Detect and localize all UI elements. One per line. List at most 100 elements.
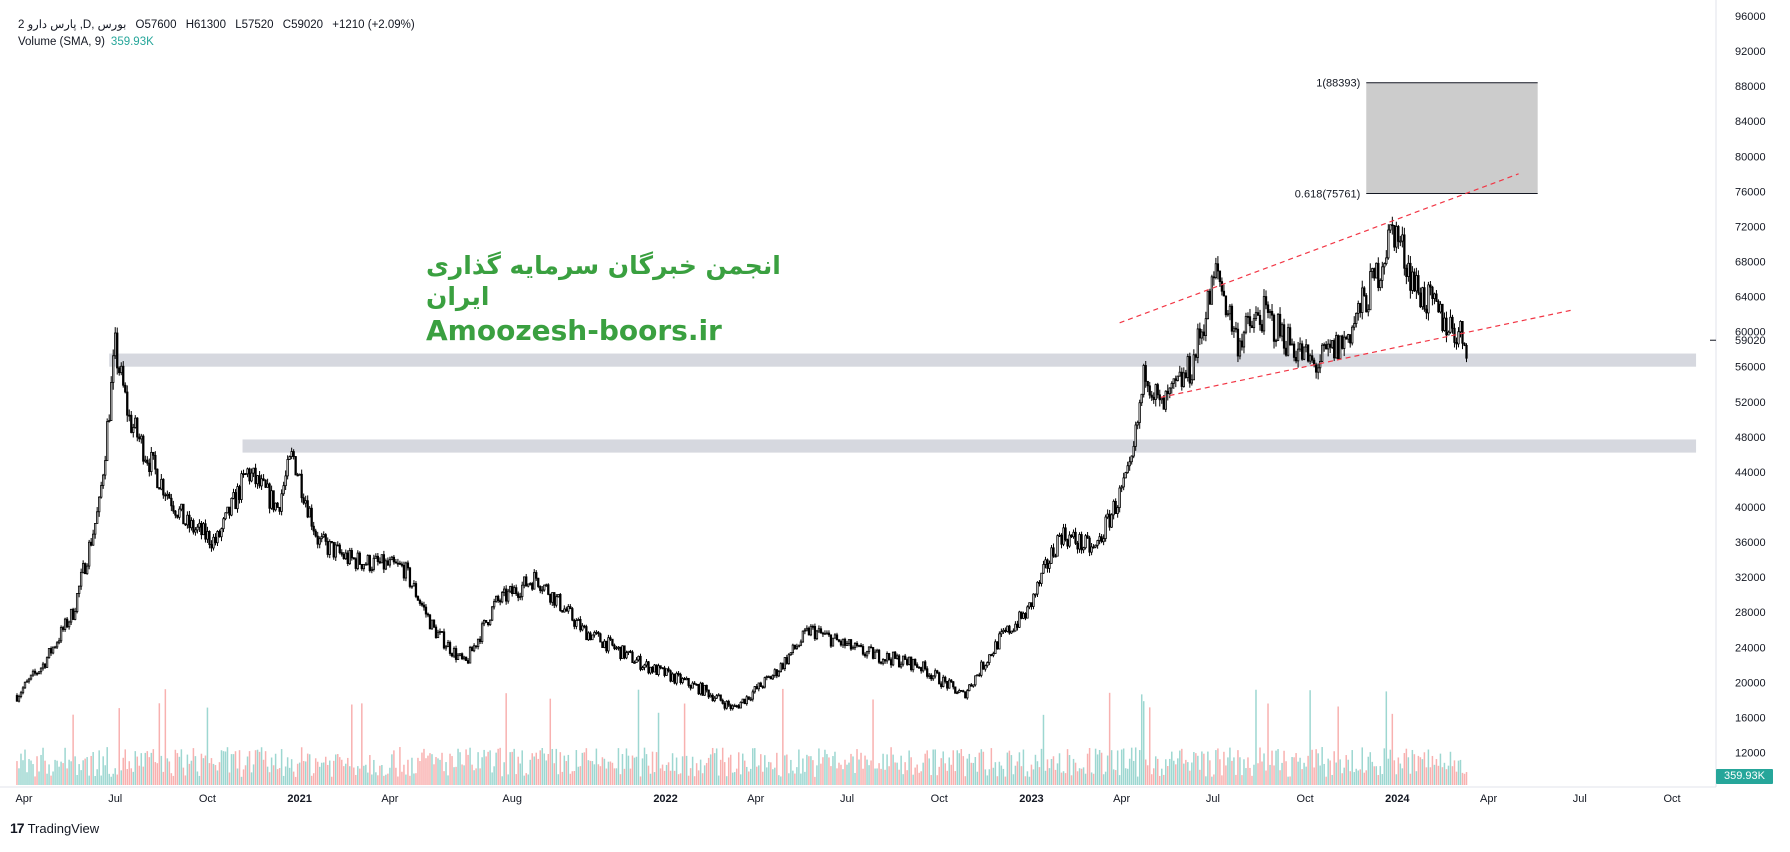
volume-bar <box>1052 756 1055 785</box>
volume-bar <box>1429 767 1432 785</box>
candle-body <box>1182 372 1185 387</box>
candle-body <box>1196 328 1199 358</box>
volume-bar <box>1359 769 1361 785</box>
volume-bar <box>1287 776 1289 785</box>
volume-bar <box>523 775 525 785</box>
tradingview-brand[interactable]: 17 TradingView <box>10 820 99 836</box>
volume-bar <box>443 771 445 785</box>
volume-bar <box>20 753 22 785</box>
candle-body <box>994 641 997 654</box>
candle-body <box>1062 527 1065 545</box>
candle-body <box>244 473 247 476</box>
volume-bar <box>784 755 786 785</box>
x-tick-label: Jul <box>840 793 854 805</box>
candle-body <box>270 490 273 509</box>
volume-bar <box>367 772 369 785</box>
volume-bar <box>1375 766 1378 785</box>
volume-bar <box>435 757 437 785</box>
x-tick-label: Oct <box>1297 793 1314 805</box>
candle-body <box>1423 287 1426 310</box>
volume-bar <box>1106 755 1109 785</box>
volume-bar <box>982 751 985 785</box>
volume-bar <box>1185 759 1187 785</box>
candle-body <box>360 563 363 570</box>
candle-body <box>914 658 917 666</box>
candle-body <box>432 619 436 628</box>
channel-top <box>1119 173 1519 324</box>
y-tick-label: 76000 <box>1735 186 1766 198</box>
candle-body <box>533 572 536 590</box>
volume-bar <box>1112 769 1115 785</box>
volume-bar <box>122 757 124 785</box>
candle-body <box>1184 372 1187 378</box>
volume-bar <box>1419 757 1422 785</box>
volume-bar <box>625 748 628 785</box>
volume-bar <box>713 753 716 785</box>
volume-bar <box>617 748 620 785</box>
volume-bar <box>1004 776 1007 785</box>
candle-body <box>1146 380 1149 387</box>
volume-bar <box>1088 747 1091 785</box>
volume-bar <box>108 773 110 785</box>
candle-body <box>535 572 538 579</box>
candle-body <box>1439 303 1442 313</box>
volume-bar <box>1104 771 1107 785</box>
candle-body <box>1321 344 1324 362</box>
volume-bar <box>1415 771 1418 785</box>
volume-bar <box>1383 748 1386 785</box>
candle-body <box>206 531 209 540</box>
candle-body <box>176 514 179 518</box>
volume-bar <box>260 747 263 785</box>
volume-bar <box>423 748 425 785</box>
volume-bar <box>1225 765 1227 785</box>
volume-bar <box>541 748 544 785</box>
volume-bar <box>1090 772 1093 785</box>
volume-bar <box>601 757 604 785</box>
volume-bar <box>1321 747 1323 785</box>
candle-body <box>1104 516 1107 539</box>
volume-bar <box>970 762 973 785</box>
candle-body <box>1318 360 1322 369</box>
candle-body <box>519 596 522 599</box>
volume-bar <box>487 751 489 785</box>
volume-bar <box>264 751 267 785</box>
volume-bar <box>501 776 503 785</box>
candle-body <box>1349 334 1352 344</box>
volume-bar <box>1024 776 1027 785</box>
volume-bar <box>1114 770 1117 785</box>
candle-body <box>958 690 961 694</box>
candle-body <box>1383 263 1386 268</box>
candle-body <box>781 663 784 670</box>
candle-body <box>974 675 977 686</box>
candle-body <box>881 659 885 664</box>
volume-bar <box>990 748 993 785</box>
volume-bar <box>846 764 848 785</box>
y-tick-label: 28000 <box>1735 607 1766 619</box>
support-zone-upper <box>109 353 1697 367</box>
candle-body <box>960 690 963 692</box>
volume-bar <box>1142 701 1145 785</box>
candle-body <box>567 606 570 612</box>
volume-bar <box>288 767 291 785</box>
candle-body <box>897 655 901 668</box>
candle-body <box>821 632 825 635</box>
candle-body <box>673 673 676 684</box>
candle-body <box>505 588 508 602</box>
candle-body <box>328 541 331 555</box>
volume-bar <box>194 756 197 785</box>
candle-body <box>346 552 349 564</box>
candle-body <box>1096 540 1099 546</box>
volume-bar <box>778 775 780 785</box>
volume-bar <box>262 759 265 785</box>
candle-body <box>521 584 524 598</box>
candle-body <box>41 663 45 669</box>
y-tick-label: 56000 <box>1735 362 1766 374</box>
candle-body <box>1294 357 1298 362</box>
y-tick-label: 80000 <box>1735 151 1766 163</box>
volume-bar <box>417 757 419 785</box>
candle-body <box>31 670 35 676</box>
candle-body <box>871 647 875 659</box>
candle-body <box>1248 316 1252 327</box>
